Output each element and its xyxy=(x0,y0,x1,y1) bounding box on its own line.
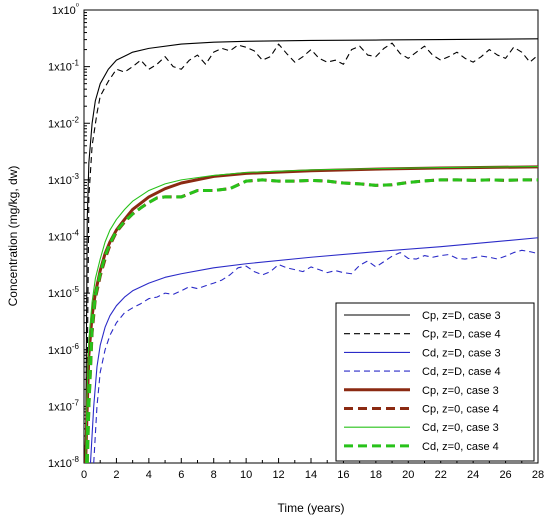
y-tick-label: 1x10-5 xyxy=(48,285,80,300)
x-axis-label: Time (years) xyxy=(278,501,345,515)
x-tick-label: 10 xyxy=(240,469,252,481)
legend-label: Cp, z=D, case 4 xyxy=(422,329,501,341)
y-tick-label: 1x10-1 xyxy=(48,59,80,74)
series-line-3 xyxy=(89,237,539,464)
legend-label: Cd, z=0, case 3 xyxy=(422,422,499,434)
legend: Cp, z=D, case 3 Cp, z=D, case 4 Cd, z=D, c… xyxy=(335,302,535,462)
x-tick-label: 18 xyxy=(370,469,382,481)
y-tick-label: 1x10-6 xyxy=(48,342,80,357)
legend-label: Cd, z=D, case 4 xyxy=(422,366,501,378)
legend-label: Cd, z=0, case 4 xyxy=(422,441,499,453)
y-tick-label: 1x10-3 xyxy=(48,172,80,187)
x-tick-label: 8 xyxy=(211,469,217,481)
legend-box xyxy=(335,302,535,462)
y-tick-label: 1x10-8 xyxy=(48,455,80,470)
x-tick-label: 2 xyxy=(113,469,119,481)
series-line-1 xyxy=(85,38,539,464)
series-line-5 xyxy=(84,165,539,464)
series-line-7 xyxy=(85,165,539,464)
tick-layer: 0 2 4 6 8 10 12 14 16 18 20 22 24 26 281x10-81x10-71x1… xyxy=(48,2,544,481)
x-tick-label: 4 xyxy=(146,469,152,481)
series-layer xyxy=(84,38,539,464)
legend-label: Cp, z=D, case 3 xyxy=(422,310,501,322)
x-tick-label: 20 xyxy=(402,469,414,481)
x-tick-label: 0 xyxy=(81,469,87,481)
x-tick-label: 22 xyxy=(435,469,447,481)
x-tick-label: 24 xyxy=(467,469,479,481)
x-tick-label: 6 xyxy=(178,469,184,481)
series-line-2 xyxy=(85,42,539,464)
series-line-8 xyxy=(85,178,538,464)
y-tick-label: 1x10-2 xyxy=(48,115,80,130)
legend-label: Cd, z=D, case 3 xyxy=(422,347,501,359)
x-tick-label: 28 xyxy=(532,469,544,481)
x-tick-label: 26 xyxy=(499,469,511,481)
y-tick-label: 1x10⁰ xyxy=(52,2,79,17)
x-tick-label: 14 xyxy=(305,469,317,481)
legend-label: Cp, z=0, case 3 xyxy=(422,385,499,397)
y-tick-label: 1x10-4 xyxy=(48,229,80,244)
legend-label: Cp, z=0, case 4 xyxy=(422,404,499,416)
x-tick-label: 12 xyxy=(272,469,284,481)
y-tick-label: 1x10-7 xyxy=(48,398,80,413)
y-axis-label: Concentration (mg/kg, dw) xyxy=(6,166,20,307)
x-tick-label: 16 xyxy=(337,469,349,481)
